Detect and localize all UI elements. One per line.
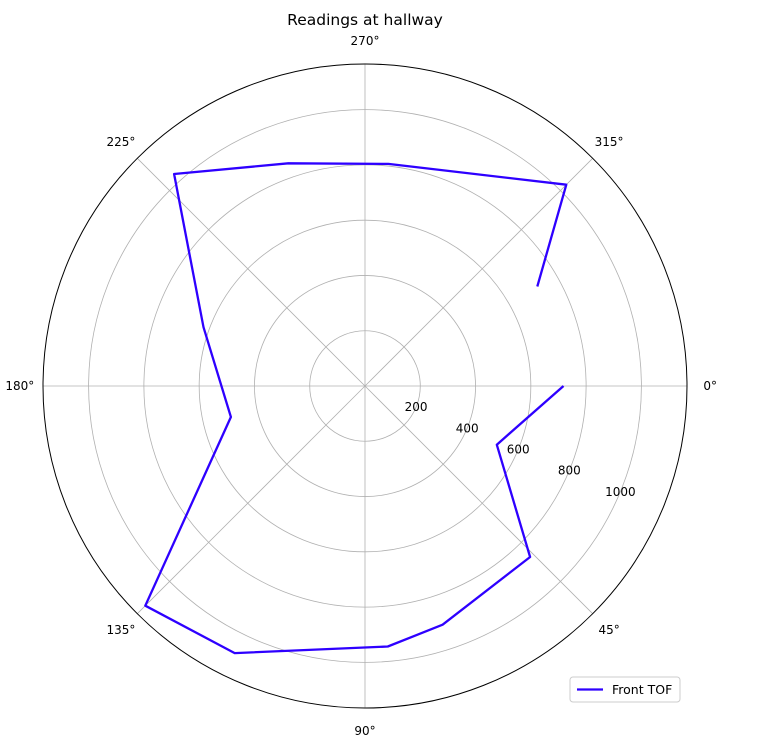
theta-gridline-315 bbox=[364, 158, 593, 387]
r-tick-label-800: 800 bbox=[558, 464, 581, 478]
theta-tick-label-135: 135° bbox=[106, 623, 135, 637]
legend-label-0: Front TOF bbox=[612, 682, 672, 697]
r-tick-label-200: 200 bbox=[405, 400, 428, 414]
series-layer bbox=[144, 162, 568, 655]
theta-tick-label-180: 180° bbox=[5, 379, 34, 393]
tick-labels: 0° 45° 90° 135° 180° 225° 270° 315° 200 400 600 800… bbox=[5, 34, 717, 738]
legend: Front TOF bbox=[569, 676, 681, 703]
r-gridline-1000 bbox=[88, 109, 642, 663]
theta-tick-label-270: 270° bbox=[351, 34, 380, 48]
theta-tick-label-0: 0° bbox=[703, 379, 717, 393]
chart-title: Readings at hallway bbox=[287, 11, 443, 29]
theta-tick-label-225: 225° bbox=[106, 135, 135, 149]
series-line-0 bbox=[144, 162, 568, 655]
r-gridline-600 bbox=[198, 219, 532, 553]
theta-tick-label-315: 315° bbox=[595, 135, 624, 149]
r-tick-label-400: 400 bbox=[456, 421, 479, 435]
r-tick-label-1000: 1000 bbox=[605, 485, 636, 499]
theta-gridline-135 bbox=[137, 385, 366, 614]
polar-frame bbox=[42, 63, 688, 709]
grid bbox=[42, 63, 688, 709]
theta-gridline-225 bbox=[137, 158, 366, 387]
r-gridline-200 bbox=[309, 330, 421, 442]
theta-gridline-45 bbox=[364, 385, 593, 614]
theta-tick-label-45: 45° bbox=[598, 623, 619, 637]
r-tick-label-600: 600 bbox=[507, 442, 530, 456]
theta-tick-label-90: 90° bbox=[354, 724, 375, 738]
r-gridline-400 bbox=[254, 275, 476, 497]
legend-box bbox=[569, 676, 681, 703]
